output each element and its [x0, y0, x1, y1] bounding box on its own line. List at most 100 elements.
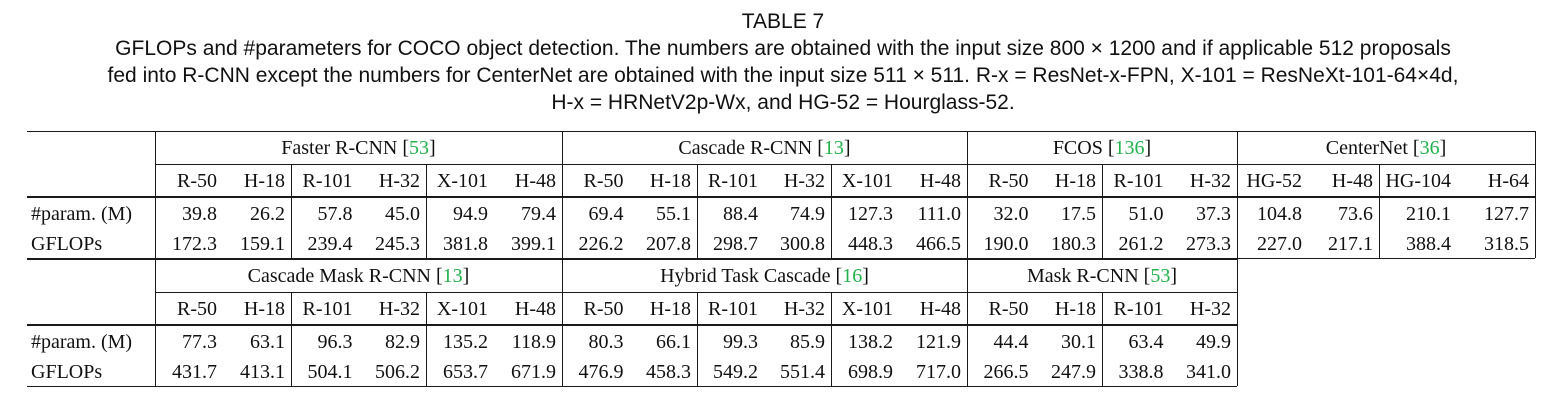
method-header: CenterNet [36] — [1325, 137, 1447, 159]
table-cell: 111.0 — [917, 203, 961, 225]
citation-link[interactable]: 13 — [442, 265, 463, 287]
table-cell: 318.5 — [1484, 233, 1529, 255]
table-cell: 77.3 — [182, 331, 217, 353]
table-cell: 85.9 — [790, 331, 825, 353]
table-cell: 381.8 — [443, 233, 488, 255]
method-name: Mask R-CNN — [1026, 265, 1139, 287]
row-label-gflops: GFLOPs — [31, 233, 103, 255]
table-cell: 671.9 — [511, 361, 556, 383]
citation-link[interactable]: 16 — [842, 265, 863, 287]
rule-vertical — [562, 259, 563, 386]
table-cell: 63.4 — [1128, 331, 1164, 353]
table-cell: 138.2 — [848, 331, 893, 353]
table-cell: 63.1 — [250, 331, 285, 353]
table-number: TABLE 7 — [741, 10, 825, 33]
table-cell: 399.1 — [511, 233, 556, 255]
row-label-params: #param. (M) — [31, 203, 133, 225]
table-cell: 79.4 — [521, 203, 556, 225]
table-cell: 118.9 — [511, 331, 556, 353]
rule-vertical — [1102, 292, 1103, 386]
table-cell: 226.2 — [578, 233, 624, 255]
table-cell: 698.9 — [848, 361, 893, 383]
backbone-header: H-64 — [1487, 170, 1529, 192]
table-cell: 121.9 — [916, 331, 961, 353]
method-header: Hybrid Task Cascade [16] — [660, 265, 869, 287]
backbone-header: HG-104 — [1385, 170, 1451, 192]
table-cell: 180.3 — [1051, 233, 1096, 255]
backbone-header: R-101 — [708, 170, 758, 192]
table-cell: 88.4 — [723, 203, 758, 225]
table-cell: 55.1 — [656, 203, 691, 225]
method-name: Faster R-CNN — [281, 137, 398, 159]
backbone-header: H-18 — [243, 298, 285, 320]
table-cell: 551.4 — [780, 361, 825, 383]
method-name: Cascade Mask R-CNN — [247, 265, 431, 287]
table-cell: 30.1 — [1061, 331, 1096, 353]
table-cell: 17.5 — [1061, 203, 1096, 225]
table-cell: 549.2 — [713, 361, 758, 383]
backbone-header: H-32 — [1189, 298, 1231, 320]
table-cell: 26.2 — [250, 203, 285, 225]
rule-vertical — [1102, 164, 1103, 258]
rule-vertical — [1237, 131, 1238, 258]
table-cell: 431.7 — [172, 361, 217, 383]
backbone-header: H-32 — [1189, 170, 1231, 192]
backbone-header: R-50 — [583, 298, 624, 320]
rule-group — [155, 164, 1535, 165]
table-cell: 210.1 — [1406, 203, 1451, 225]
table-cell: 73.6 — [1338, 203, 1373, 225]
backbone-header: R-101 — [1113, 170, 1164, 192]
row-label-params: #param. (M) — [31, 331, 133, 353]
table-cell: 66.1 — [656, 331, 691, 353]
backbone-header: H-32 — [783, 170, 825, 192]
backbone-header: X-101 — [841, 298, 893, 320]
table-cell: 506.2 — [375, 361, 420, 383]
table-cell: 239.4 — [307, 233, 353, 255]
rule-bottom — [27, 258, 1535, 259]
backbone-header: H-18 — [1054, 298, 1096, 320]
backbone-header: R-101 — [1113, 298, 1164, 320]
rule-bottom — [27, 386, 1237, 387]
backbone-header: X-101 — [841, 170, 893, 192]
table-cell: 172.3 — [172, 233, 217, 255]
citation-link[interactable]: 13 — [823, 137, 844, 159]
table-cell: 57.8 — [317, 203, 353, 225]
table-cell: 273.3 — [1186, 233, 1231, 255]
table-cell: 99.3 — [723, 331, 758, 353]
backbone-header: R-50 — [177, 298, 217, 320]
table-cell: 300.8 — [780, 233, 825, 255]
citation-link[interactable]: 53 — [409, 137, 430, 159]
citation-link[interactable]: 136 — [1114, 137, 1145, 159]
table-cell: 69.4 — [588, 203, 624, 225]
backbone-header: H-48 — [919, 298, 961, 320]
rule-top — [27, 259, 1237, 260]
rule-header — [27, 196, 1535, 198]
table-cell: 717.0 — [916, 361, 961, 383]
rule-vertical — [1535, 131, 1536, 258]
row-label-gflops: GFLOPs — [31, 361, 103, 383]
backbone-header: H-48 — [919, 170, 961, 192]
rule-header — [27, 324, 1237, 326]
caption-line-2: fed into R-CNN except the numbers for Ce… — [107, 64, 1459, 87]
table-cell: 74.9 — [790, 203, 825, 225]
backbone-header: R-101 — [302, 170, 353, 192]
method-header: Cascade Mask R-CNN [13] — [247, 265, 470, 287]
table-cell: 94.9 — [453, 203, 488, 225]
table-cell: 261.2 — [1118, 233, 1164, 255]
citation-link[interactable]: 53 — [1150, 265, 1171, 287]
table-cell: 159.1 — [240, 233, 285, 255]
table-caption: TABLE 7 GFLOPs and #parameters for COCO … — [0, 8, 1566, 116]
rule-vertical — [426, 292, 427, 386]
rule-vertical — [291, 164, 292, 258]
rule-vertical — [967, 259, 968, 386]
backbone-header: R-50 — [177, 170, 217, 192]
backbone-header: H-32 — [378, 298, 420, 320]
method-header: Mask R-CNN [53] — [1026, 265, 1177, 287]
method-name: CenterNet — [1325, 137, 1408, 159]
rule-vertical — [155, 259, 156, 386]
citation-link[interactable]: 36 — [1419, 137, 1440, 159]
rule-vertical — [1237, 259, 1238, 386]
backbone-header: R-50 — [583, 170, 624, 192]
backbone-header: R-50 — [988, 170, 1029, 192]
table-cell: 49.9 — [1196, 331, 1231, 353]
